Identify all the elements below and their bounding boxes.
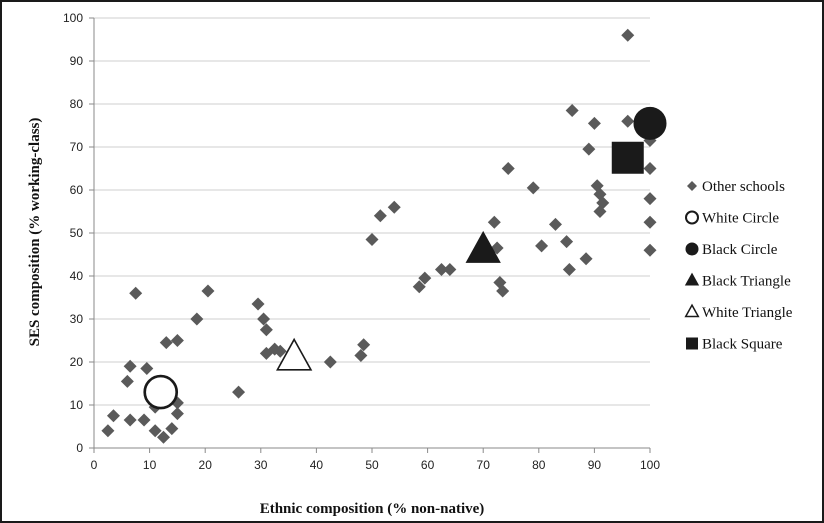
y-tick-label: 10 (70, 398, 84, 412)
y-tick-label: 60 (70, 183, 84, 197)
data-point-other-school (535, 239, 549, 253)
y-tick-label: 40 (70, 269, 84, 283)
data-point-other-school (621, 114, 635, 128)
data-point-other-school (232, 385, 246, 399)
y-tick-label: 50 (70, 226, 84, 240)
axes: 0 10 20 30 40 50 60 70 80 90 100 0 10 20 30 40 50 60 70 80 9… (63, 11, 660, 472)
legend-marker-black-circle (685, 242, 699, 256)
data-point-other-school (140, 361, 154, 375)
data-point-other-school (137, 413, 151, 427)
x-tick-label: 0 (91, 458, 98, 472)
legend-label: Black Square (702, 337, 783, 353)
data-point-other-school (587, 116, 601, 130)
data-point-other-school (365, 232, 379, 246)
y-tick-label: 90 (70, 54, 84, 68)
data-point-other-school (487, 215, 501, 229)
data-point-other-school (643, 243, 657, 257)
data-point-other-school (257, 312, 271, 326)
data-point-other-school (435, 263, 448, 277)
data-point-other-school (201, 284, 215, 298)
data-point-other-school (120, 374, 134, 388)
data-point-other-school (548, 217, 562, 231)
data-point-other-school (496, 284, 510, 298)
data-point-other-school (101, 424, 115, 438)
data-point-other-school (106, 409, 120, 423)
legend-marker-white-circle (685, 210, 699, 225)
x-tick-label: 10 (143, 458, 157, 472)
x-tick-label: 90 (588, 458, 602, 472)
data-point-other-school (148, 424, 162, 438)
data-point-white-circle (143, 374, 179, 410)
data-point-white-triangle (276, 337, 313, 371)
data-point-other-school (123, 413, 137, 427)
legend-label: Black Circle (702, 242, 778, 258)
data-point-black-circle (633, 106, 667, 140)
data-point-other-school (159, 336, 173, 350)
y-tick-label: 70 (70, 140, 84, 154)
data-point-other-school (579, 252, 593, 266)
data-points (101, 28, 667, 444)
y-axis-title: SES composition (% working-class) (27, 118, 43, 347)
legend: Other schools White Circle Black Circle Bla… (684, 179, 793, 353)
data-point-other-school (565, 103, 579, 117)
x-axis-title: Ethnic composition (% non-native) (260, 501, 485, 517)
data-point-other-school (418, 271, 432, 285)
data-point-other-school (643, 192, 657, 206)
data-point-other-school (259, 346, 273, 360)
x-tick-label: 60 (421, 458, 435, 472)
legend-label: Black Triangle (702, 274, 791, 290)
y-tick-label: 30 (70, 312, 84, 326)
data-point-other-school (157, 430, 170, 444)
data-point-other-school (354, 349, 368, 363)
y-tick-label: 80 (70, 97, 84, 111)
x-tick-label: 80 (532, 458, 546, 472)
x-tick-label: 40 (310, 458, 324, 472)
y-tick-label: 100 (63, 11, 83, 25)
data-point-other-school (643, 162, 657, 175)
x-tick-label: 70 (477, 458, 491, 472)
legend-marker-black-triangle (684, 272, 700, 286)
data-point-other-school (323, 355, 337, 369)
data-point-black-triangle (465, 230, 501, 263)
legend-label: White Circle (702, 211, 779, 227)
data-point-other-school (129, 286, 143, 300)
data-point-other-school (373, 209, 387, 223)
data-point-other-school (621, 28, 635, 42)
x-tick-label: 30 (254, 458, 268, 472)
data-point-other-school (412, 280, 426, 294)
data-point-other-school (560, 235, 574, 249)
legend-marker-white-triangle (684, 303, 700, 318)
data-point-other-school (501, 162, 515, 175)
data-point-other-school (443, 263, 457, 277)
data-point-other-school (259, 323, 273, 337)
legend-label: Other schools (702, 179, 785, 195)
data-point-other-school (273, 344, 287, 358)
data-point-other-school (251, 297, 265, 311)
x-tick-label: 100 (640, 458, 660, 472)
data-point-other-school (593, 205, 607, 218)
data-point-other-school (643, 215, 657, 229)
y-tick-label: 20 (70, 355, 84, 369)
x-tick-label: 20 (199, 458, 213, 472)
legend-marker-black-square (686, 337, 698, 350)
data-point-other-school (170, 407, 184, 421)
data-point-other-school (123, 359, 137, 373)
data-point-black-square (611, 141, 644, 174)
data-point-other-school (170, 334, 184, 347)
data-point-other-school (357, 338, 371, 352)
data-point-other-school (526, 181, 540, 195)
y-tick-label: 0 (76, 441, 83, 455)
data-point-other-school (387, 200, 401, 214)
x-tick-label: 50 (365, 458, 379, 472)
legend-marker-other-schools (687, 181, 697, 191)
data-point-other-school (562, 263, 576, 277)
legend-label: White Triangle (702, 305, 793, 321)
data-point-other-school (582, 142, 596, 156)
data-point-other-school (190, 312, 204, 326)
data-point-other-school (165, 422, 179, 436)
